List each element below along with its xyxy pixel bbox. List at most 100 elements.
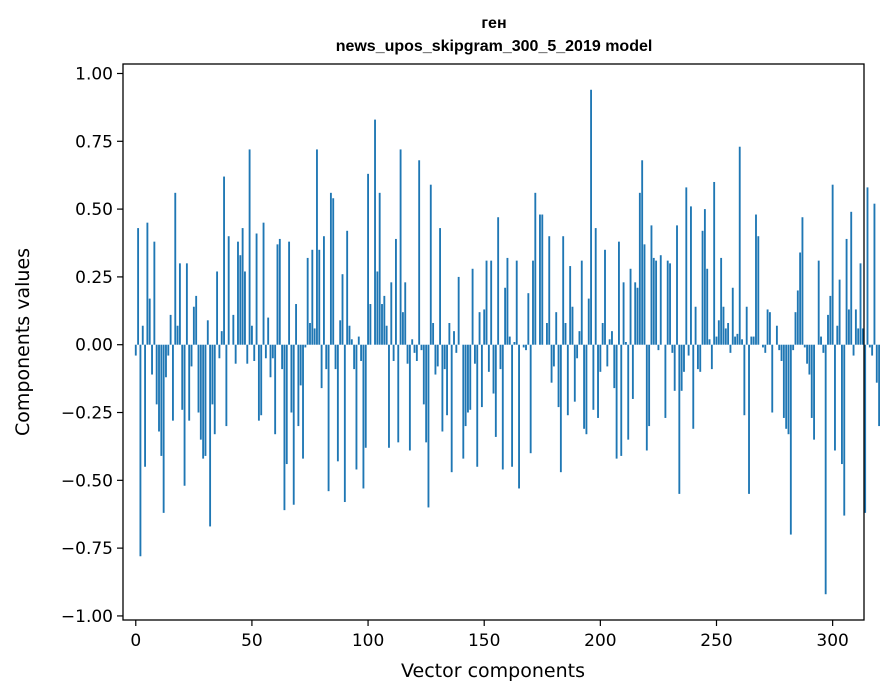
- bar: [250, 325, 253, 345]
- bar: [211, 344, 214, 405]
- x-axis-label: Vector components: [401, 660, 585, 682]
- bar: [564, 323, 567, 345]
- bar-series: [134, 89, 880, 595]
- bar: [866, 187, 869, 345]
- bar: [592, 344, 595, 410]
- bar: [687, 344, 690, 356]
- bar: [271, 344, 274, 359]
- bar: [580, 260, 583, 345]
- bar: [483, 309, 486, 345]
- bar: [534, 192, 537, 345]
- bar: [469, 344, 472, 410]
- bar: [701, 230, 704, 345]
- bar: [618, 241, 620, 345]
- bar: [281, 344, 284, 370]
- bar: [499, 344, 502, 370]
- bar: [629, 268, 632, 345]
- bar: [137, 228, 140, 345]
- bar: [638, 192, 641, 345]
- bar: [710, 344, 713, 370]
- bar: [745, 306, 748, 345]
- bar: [399, 149, 402, 345]
- bar: [550, 344, 553, 383]
- bar: [738, 146, 741, 345]
- bar: [155, 344, 158, 405]
- bar: [813, 344, 815, 440]
- bar: [390, 282, 393, 345]
- bar: [158, 344, 160, 432]
- x-tick-label: 50: [241, 631, 263, 651]
- bar: [395, 238, 397, 345]
- bar: [227, 236, 230, 345]
- bar: [453, 331, 455, 345]
- y-axis-ticks: 1.00 0.75 0.50 0.25 0.00 −0.25 −0.50 −0.75 −1.00: [61, 64, 123, 627]
- bar: [518, 344, 520, 489]
- bar: [655, 260, 658, 345]
- bar: [838, 279, 841, 345]
- bar: [165, 344, 167, 378]
- plot-frame: [122, 63, 865, 621]
- bar: [234, 344, 237, 364]
- bar: [278, 238, 281, 345]
- bar: [708, 339, 711, 345]
- bar: [151, 344, 153, 375]
- bar: [785, 344, 788, 429]
- bar: [297, 344, 300, 427]
- bar: [283, 344, 286, 511]
- bar: [392, 344, 395, 361]
- bar: [713, 181, 716, 345]
- bar: [350, 339, 353, 345]
- bar: [796, 290, 799, 345]
- bar: [381, 304, 383, 345]
- bar: [436, 344, 439, 367]
- bar: [408, 344, 411, 451]
- bar: [659, 255, 662, 345]
- bar: [843, 344, 846, 516]
- bar: [511, 344, 514, 467]
- x-tick-label: 200: [584, 631, 616, 651]
- bar: [817, 260, 820, 345]
- bar: [223, 176, 225, 345]
- bar: [750, 336, 753, 345]
- bar: [685, 187, 688, 345]
- bar: [620, 344, 623, 456]
- y-tick-label: 1.00: [75, 64, 113, 84]
- bar: [476, 344, 479, 467]
- bar: [587, 298, 590, 345]
- bar: [376, 271, 379, 345]
- bar: [766, 309, 769, 345]
- bar: [513, 342, 516, 345]
- bar: [845, 238, 848, 345]
- bar: [604, 249, 606, 345]
- bar: [413, 344, 416, 353]
- bar: [664, 344, 667, 418]
- bar: [450, 344, 453, 473]
- bar: [576, 344, 579, 359]
- bar: [831, 184, 834, 345]
- bar: [209, 344, 212, 527]
- bar: [471, 268, 474, 345]
- bar: [597, 344, 599, 418]
- bar: [671, 344, 674, 353]
- bar: [601, 323, 604, 345]
- bar: [260, 344, 263, 416]
- bar: [141, 325, 144, 345]
- bar: [841, 344, 843, 465]
- bar: [669, 263, 671, 345]
- bar: [820, 336, 822, 345]
- bar: [834, 344, 836, 451]
- bar: [741, 339, 743, 345]
- bar: [506, 257, 509, 345]
- bar: [748, 344, 750, 494]
- bar: [323, 236, 325, 345]
- bar: [768, 312, 771, 345]
- y-tick-label: 0.25: [75, 268, 113, 288]
- bar: [622, 282, 625, 345]
- bar: [285, 344, 288, 465]
- bar: [346, 230, 349, 345]
- bar: [852, 344, 855, 356]
- bar: [246, 344, 249, 364]
- bar: [320, 344, 323, 389]
- bar: [808, 344, 811, 375]
